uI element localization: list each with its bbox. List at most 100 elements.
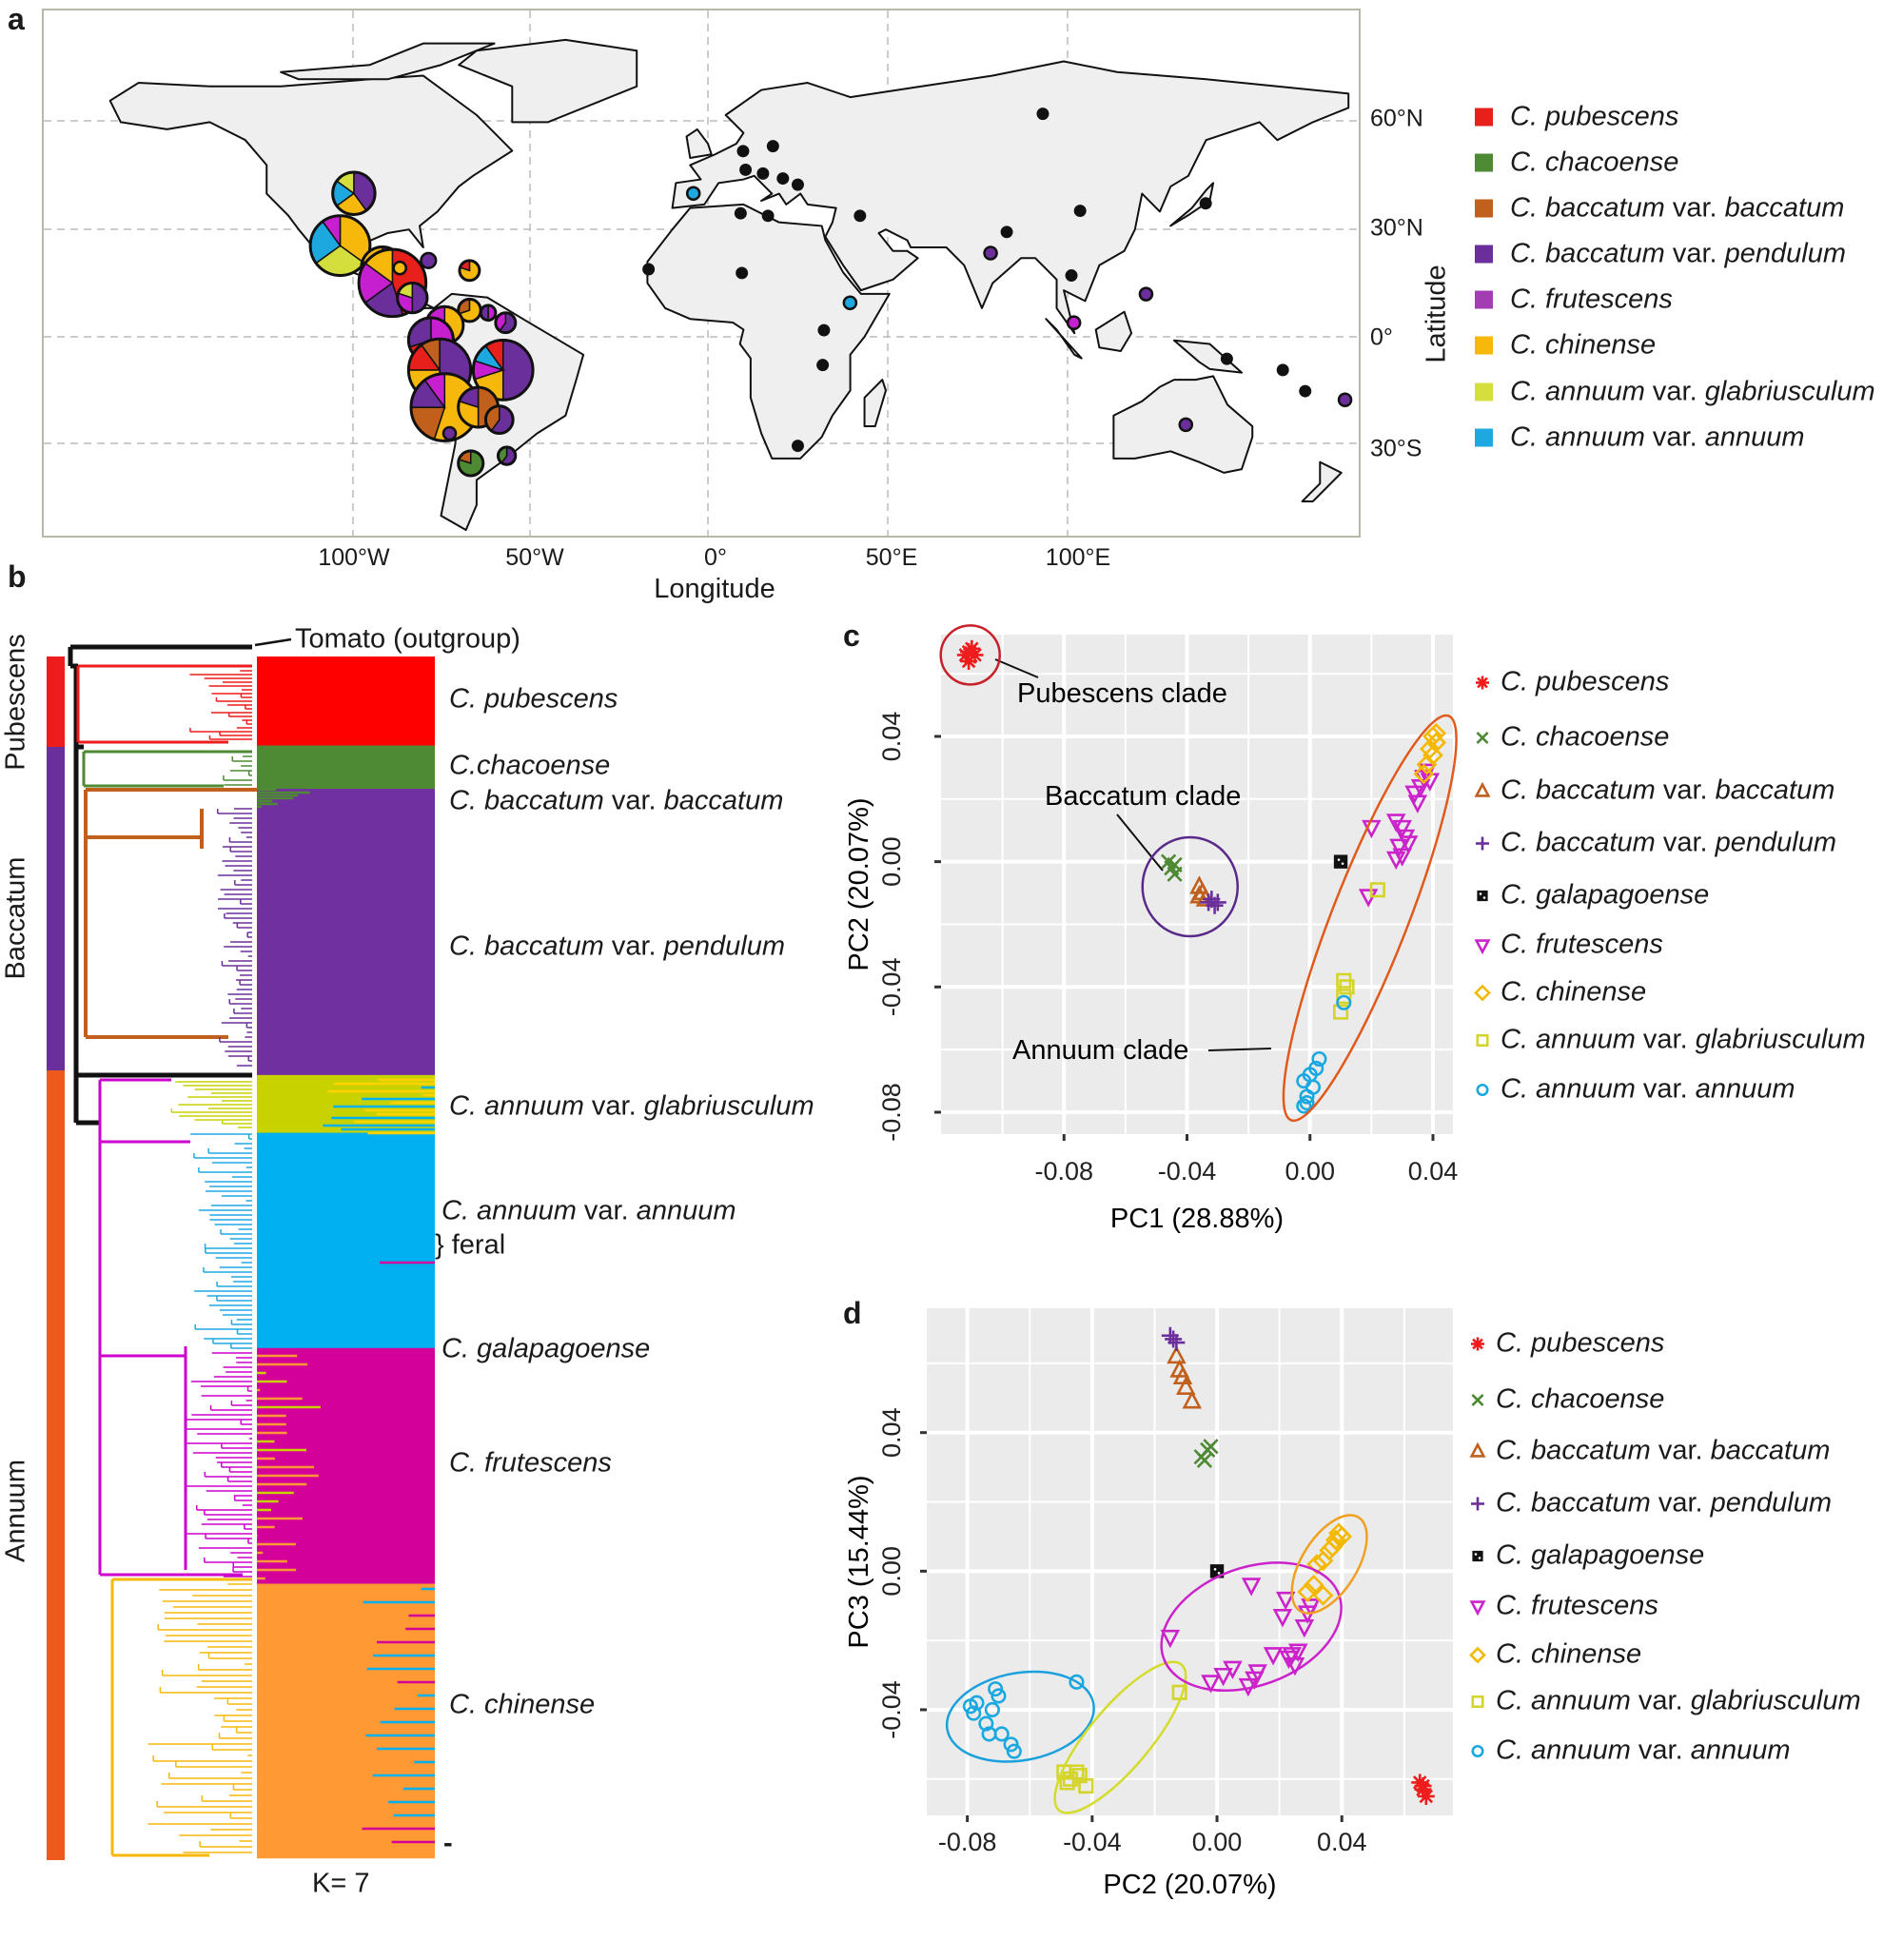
legend-variety: baccatum bbox=[1710, 1435, 1831, 1466]
map-x-tick: 100°W bbox=[318, 544, 390, 571]
legend-variety: glabriusculum bbox=[1690, 1685, 1861, 1716]
point-triangle-down bbox=[1404, 785, 1424, 805]
series-plus bbox=[1200, 891, 1226, 914]
pca-plot-pc2-pc3: -0.08 -0.04 0.00 0.04 -0.04 0.00 0.04 PC2 (20.0… bbox=[844, 1308, 1453, 1900]
point-asterisk bbox=[1471, 1337, 1484, 1350]
point-circle bbox=[969, 1695, 985, 1711]
map-y-tick: 60°N bbox=[1370, 105, 1423, 132]
legend-swatch bbox=[1475, 382, 1493, 402]
point-square bbox=[1336, 972, 1352, 989]
y-tick-label: -0.04 bbox=[877, 1680, 906, 1739]
group-label: C. chinense bbox=[449, 1689, 596, 1720]
map-legend-item: C. annuum var. glabriusculum bbox=[1475, 377, 1875, 408]
point-square-filled bbox=[1472, 1550, 1483, 1561]
series-plus bbox=[1161, 1326, 1186, 1352]
pie-slice bbox=[792, 440, 804, 453]
sampling-site-pie bbox=[1066, 315, 1082, 330]
sampling-site-pie bbox=[1178, 417, 1194, 433]
sampling-site-pie bbox=[736, 266, 749, 280]
triangle-up-marker-icon bbox=[1469, 1441, 1486, 1458]
legend-variety: baccatum bbox=[1724, 192, 1845, 224]
point-circle bbox=[1299, 1095, 1315, 1111]
point-triangle-up bbox=[1474, 781, 1491, 797]
sampling-site-pie bbox=[457, 449, 485, 478]
sampling-site-pie bbox=[756, 167, 770, 180]
group-label: C. baccatum var. baccatum bbox=[449, 785, 784, 816]
pie-slice bbox=[792, 178, 804, 191]
sampling-site-pie bbox=[1199, 197, 1212, 210]
legend-item: C. baccatum var. baccatum bbox=[1467, 1436, 1830, 1467]
pie-slice bbox=[685, 186, 701, 202]
cluster-ellipse bbox=[1160, 1561, 1343, 1693]
point-triangle-down bbox=[1294, 1618, 1315, 1638]
sampling-site-pie bbox=[496, 445, 518, 466]
pie-slice bbox=[842, 295, 858, 311]
point-circle bbox=[991, 1688, 1007, 1704]
pie-slice bbox=[816, 359, 830, 372]
pie-outline bbox=[308, 214, 372, 278]
point-circle bbox=[978, 1715, 994, 1732]
sampling-site-pie bbox=[1073, 205, 1087, 218]
pie-slice bbox=[734, 206, 747, 220]
legend-label: C. annuum bbox=[1496, 1735, 1631, 1766]
group-label: C. annuum var. glabriusculum bbox=[449, 1090, 814, 1122]
pie-slice bbox=[1036, 108, 1050, 121]
sampling-site-pie bbox=[458, 259, 481, 283]
sampling-site-pie bbox=[983, 245, 998, 261]
point-plus bbox=[1476, 836, 1489, 850]
legend-swatch bbox=[1475, 108, 1493, 127]
world-map bbox=[42, 9, 1361, 538]
legend-item: C. galapagoense bbox=[1472, 880, 1709, 911]
sampling-site-pie bbox=[479, 304, 498, 323]
pie-slice bbox=[817, 323, 831, 337]
point-x bbox=[1203, 1439, 1219, 1455]
legend-item: C. frutescens bbox=[1472, 930, 1663, 961]
sampling-site-pie bbox=[1065, 269, 1078, 283]
annotation-pubescens-clade: Pubescens clade bbox=[1017, 678, 1227, 709]
point-diamond bbox=[1474, 984, 1491, 1001]
admixture-cluster bbox=[257, 789, 435, 1076]
plus-marker-icon bbox=[1476, 836, 1489, 850]
sampling-site-pie bbox=[792, 440, 804, 453]
point-circle bbox=[1311, 1050, 1327, 1068]
point-triangle-up bbox=[1175, 1376, 1196, 1395]
point-square bbox=[1333, 1004, 1349, 1020]
y-axis-title: PC2 (20.07%) bbox=[844, 797, 874, 970]
legend-label: C. pubescens bbox=[1496, 1327, 1665, 1359]
tree-branch bbox=[76, 664, 252, 744]
series-asterisk bbox=[956, 639, 984, 670]
legend-item: C. baccatum var. pendulum bbox=[1467, 1488, 1832, 1519]
legend-item: C. pubescens bbox=[1467, 1328, 1664, 1360]
landmass-canadian-arctic bbox=[280, 42, 496, 81]
legend-label: C. galapagoense bbox=[1501, 879, 1710, 911]
legend-item: C. frutescens bbox=[1467, 1591, 1658, 1622]
point-circle bbox=[1305, 1079, 1322, 1095]
point-circle bbox=[1003, 1736, 1019, 1753]
pie-outline bbox=[496, 445, 518, 466]
pie-slice bbox=[739, 163, 753, 176]
point-triangle-down bbox=[1241, 1578, 1262, 1597]
point-triangle-down bbox=[1285, 1657, 1305, 1676]
map-legend-item: C. baccatum var. pendulum bbox=[1475, 239, 1846, 270]
sampling-site-pie bbox=[761, 209, 775, 223]
series-asterisk bbox=[1411, 1774, 1435, 1805]
x-marker-icon bbox=[1471, 1393, 1484, 1406]
sampling-site-pie bbox=[685, 186, 701, 202]
clade-bar-annuum bbox=[47, 1070, 65, 1860]
point-diamond bbox=[1319, 1539, 1340, 1561]
pie-slice bbox=[853, 209, 867, 223]
leader-line bbox=[994, 658, 1039, 678]
y-tick-label: 0.00 bbox=[877, 836, 906, 887]
pie-slice bbox=[1199, 197, 1212, 210]
point-diamond bbox=[1425, 722, 1447, 744]
asterisk-marker-icon bbox=[1471, 1337, 1484, 1350]
plot-panel bbox=[927, 1308, 1453, 1815]
point-triangle-down bbox=[1474, 938, 1491, 954]
map-legend-item: C. annuum var. annuum bbox=[1475, 422, 1805, 454]
legend-variety: glabriusculum bbox=[1704, 376, 1875, 407]
pie-outline bbox=[396, 281, 429, 315]
point-square-filled bbox=[1477, 890, 1488, 901]
legend-swatch bbox=[1475, 290, 1493, 309]
legend-label: C. baccatum bbox=[1510, 192, 1665, 224]
pie-slice bbox=[1073, 205, 1087, 218]
